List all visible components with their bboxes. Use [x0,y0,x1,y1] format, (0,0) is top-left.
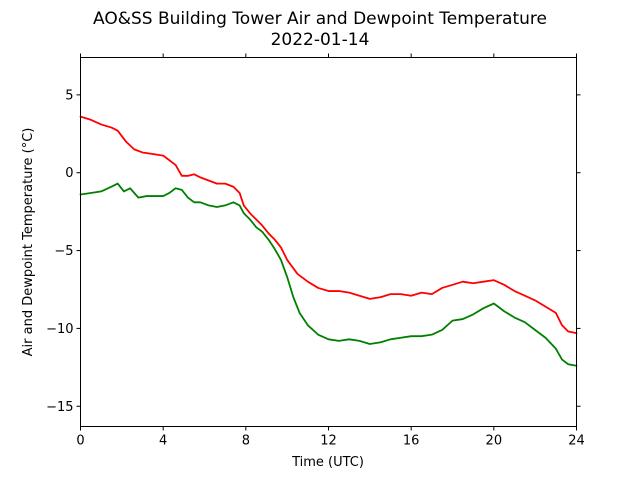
chart-title: AO&SS Building Tower Air and Dewpoint Te… [93,9,547,29]
plot-frame [80,57,577,427]
chart-subtitle: 2022-01-14 [271,30,370,50]
x-axis: 0 4 8 12 16 20 24 [76,53,585,449]
y-tick-label: 5 [65,88,73,103]
x-tick-label: 20 [486,434,503,449]
x-tick-label: 16 [403,434,420,449]
y-tick-label: 0 [65,166,73,181]
x-axis-label: Time (UTC) [291,455,364,470]
x-tick-label: 0 [76,434,84,449]
series-line-2 [79,182,578,367]
y-tick-label: −10 [46,322,73,337]
x-tick-label: 24 [568,434,585,449]
series-line-1 [79,115,578,334]
y-axis: 5 0 −5 −10 −15 [46,88,581,415]
y-tick-label: −15 [46,400,73,415]
x-tick-label: 4 [159,434,167,449]
y-tick-label: −5 [54,244,73,259]
x-tick-label: 8 [242,434,250,449]
x-tick-label: 12 [320,434,337,449]
y-axis-label: Air and Dewpoint Temperature (°C) [21,128,36,357]
series-group [79,115,578,367]
